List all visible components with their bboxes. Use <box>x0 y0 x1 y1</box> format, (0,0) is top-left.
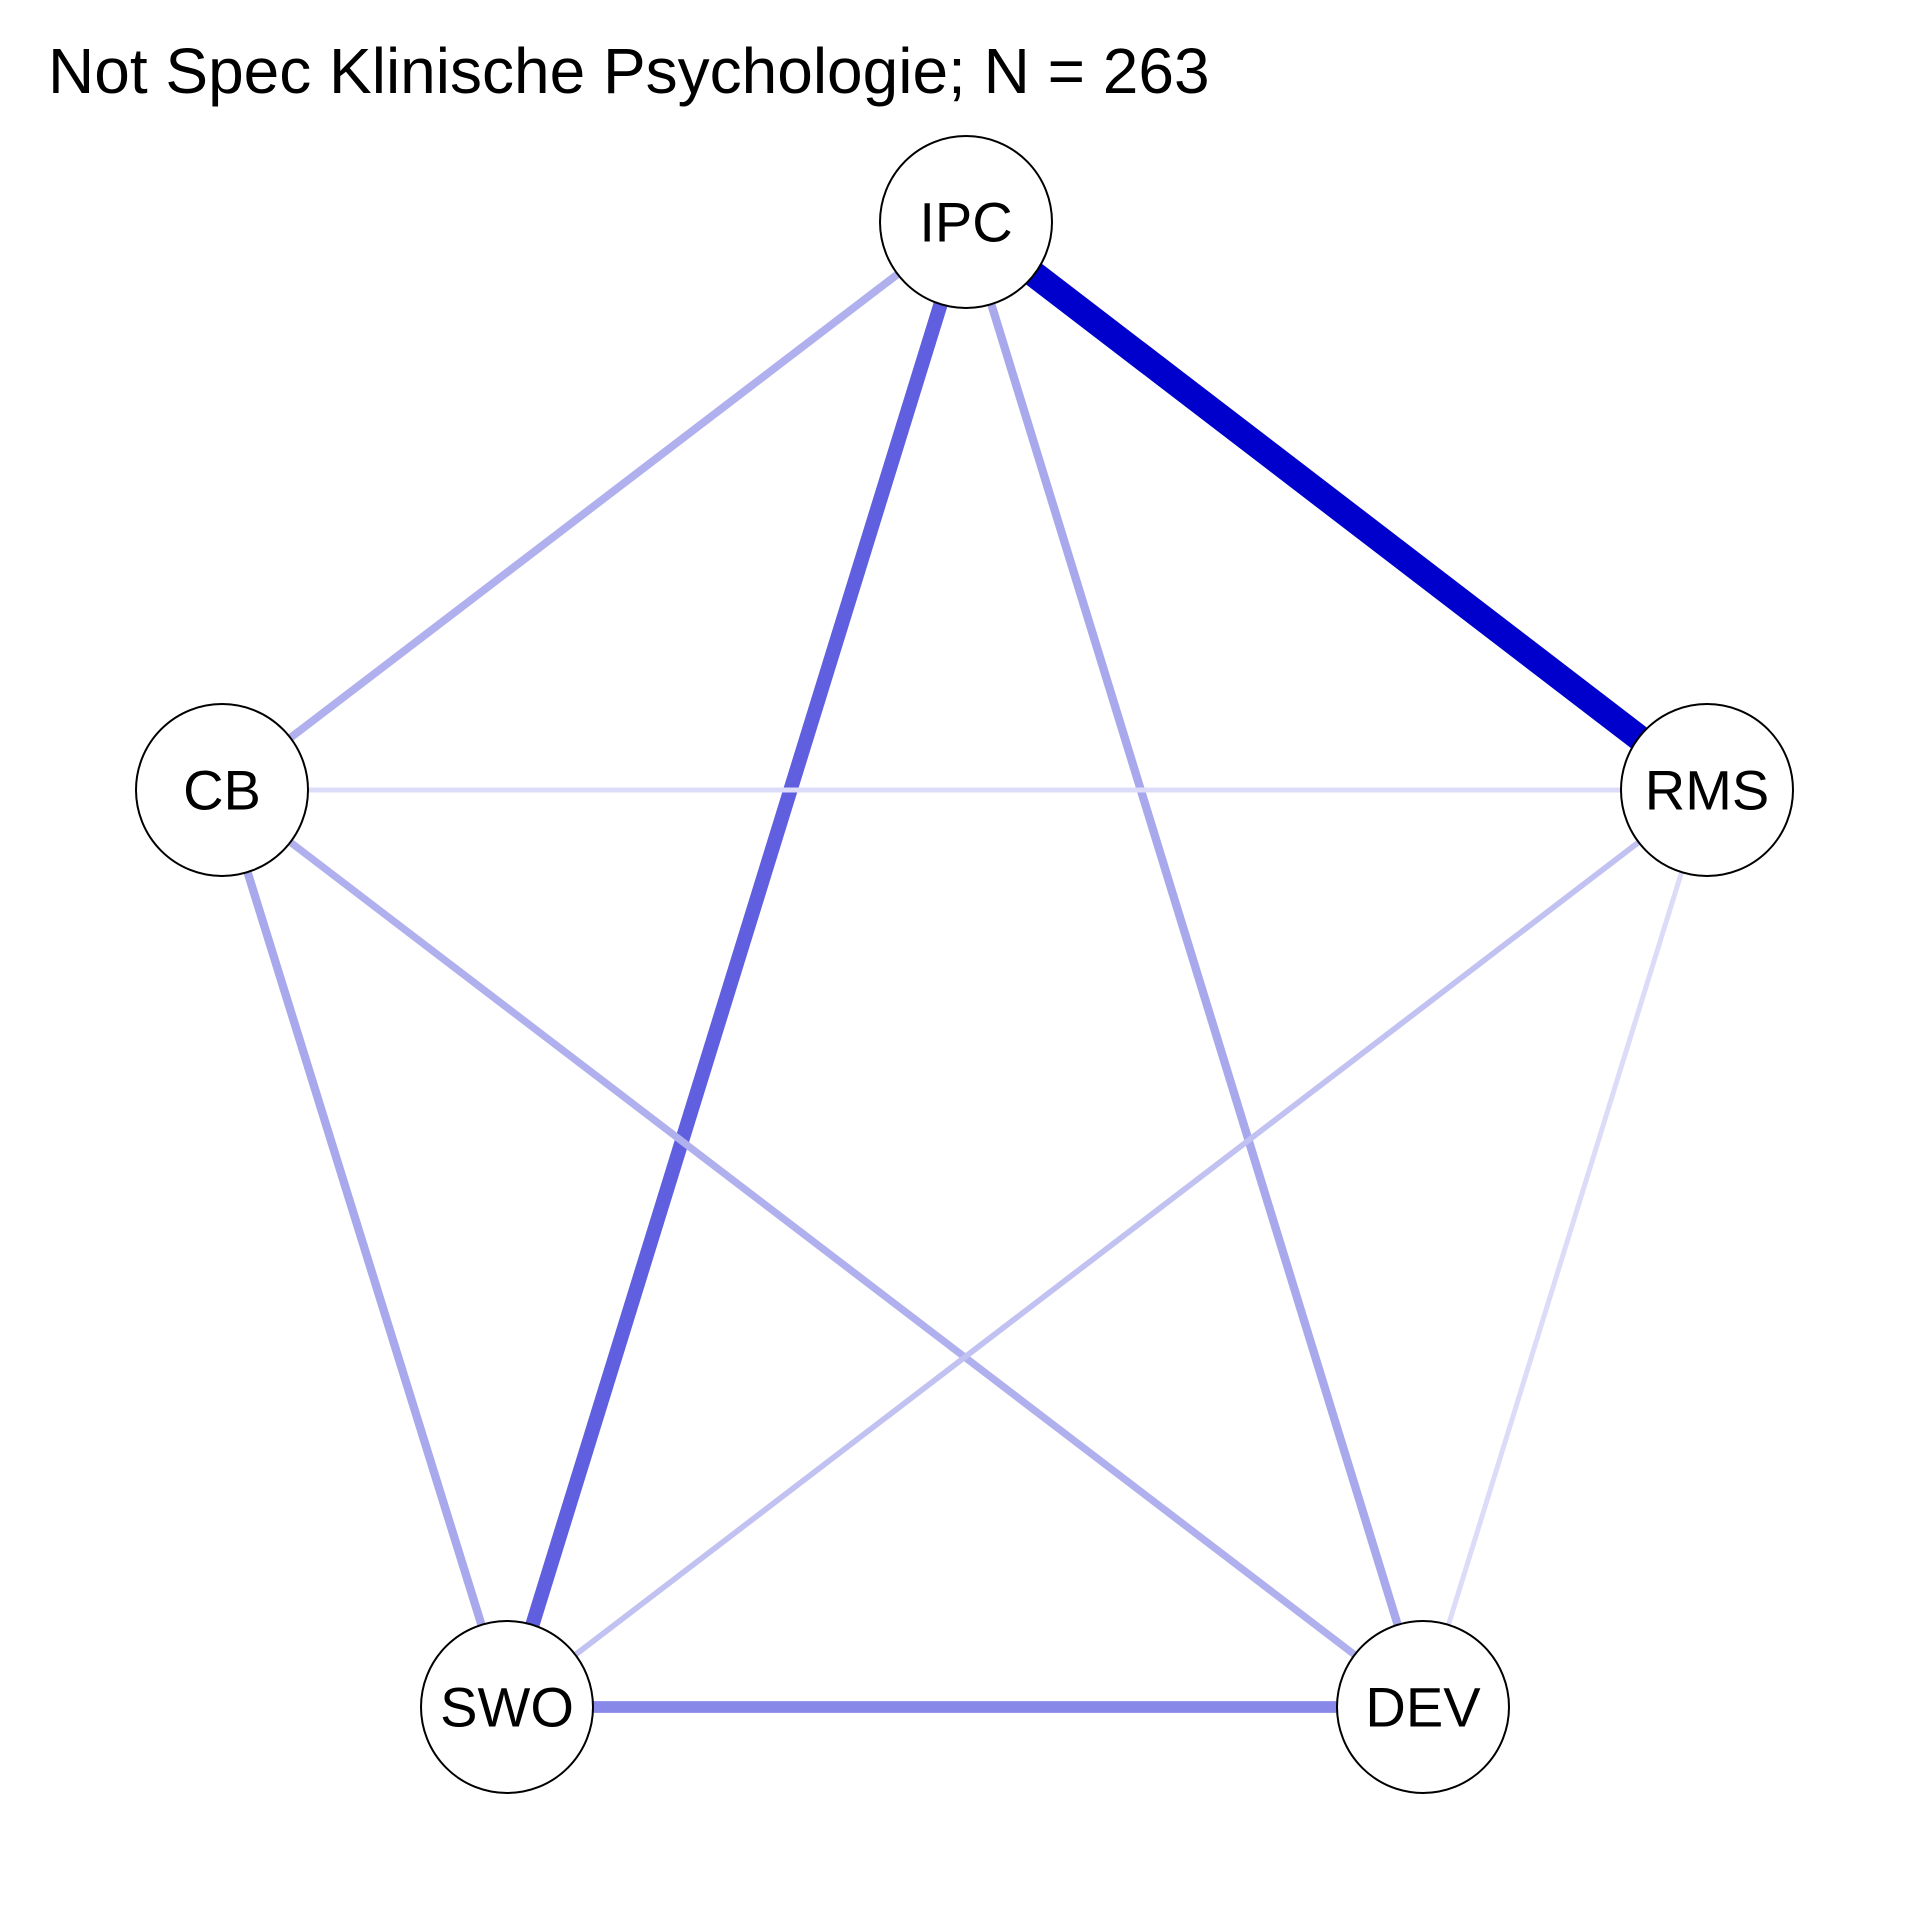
node-label: CB <box>183 759 261 822</box>
edge-ipc-dev <box>962 220 1427 1709</box>
diagram-title: Not Spec Klinische Psychologie; N = 263 <box>48 35 1210 107</box>
node-circle <box>1336 1620 1510 1794</box>
edge-rms-swo <box>505 787 1709 1710</box>
node-layer: IPC RMS DEV SWO CB <box>135 135 1794 1794</box>
node-label: DEV <box>1365 1676 1481 1739</box>
edge-cb-swo <box>218 788 511 1709</box>
node-circle <box>1620 703 1794 877</box>
edge-layer <box>218 211 1715 1713</box>
node-dev: DEV <box>1336 1620 1510 1794</box>
node-swo: SWO <box>420 1620 594 1794</box>
edge-rms-dev <box>1420 789 1710 1708</box>
edge-cb-dev <box>219 787 1426 1710</box>
edge-ipc-rms <box>958 211 1715 801</box>
edge-ipc-swo <box>500 219 973 1710</box>
node-circle <box>420 1620 594 1794</box>
node-label: SWO <box>440 1676 574 1739</box>
node-ipc: IPC <box>879 135 1053 309</box>
node-label: RMS <box>1645 759 1769 822</box>
node-cb: CB <box>135 703 309 877</box>
node-label: IPC <box>919 191 1012 254</box>
node-circle <box>135 703 309 877</box>
node-circle <box>879 135 1053 309</box>
edge-ipc-cb <box>219 218 969 794</box>
node-rms: RMS <box>1620 703 1794 877</box>
